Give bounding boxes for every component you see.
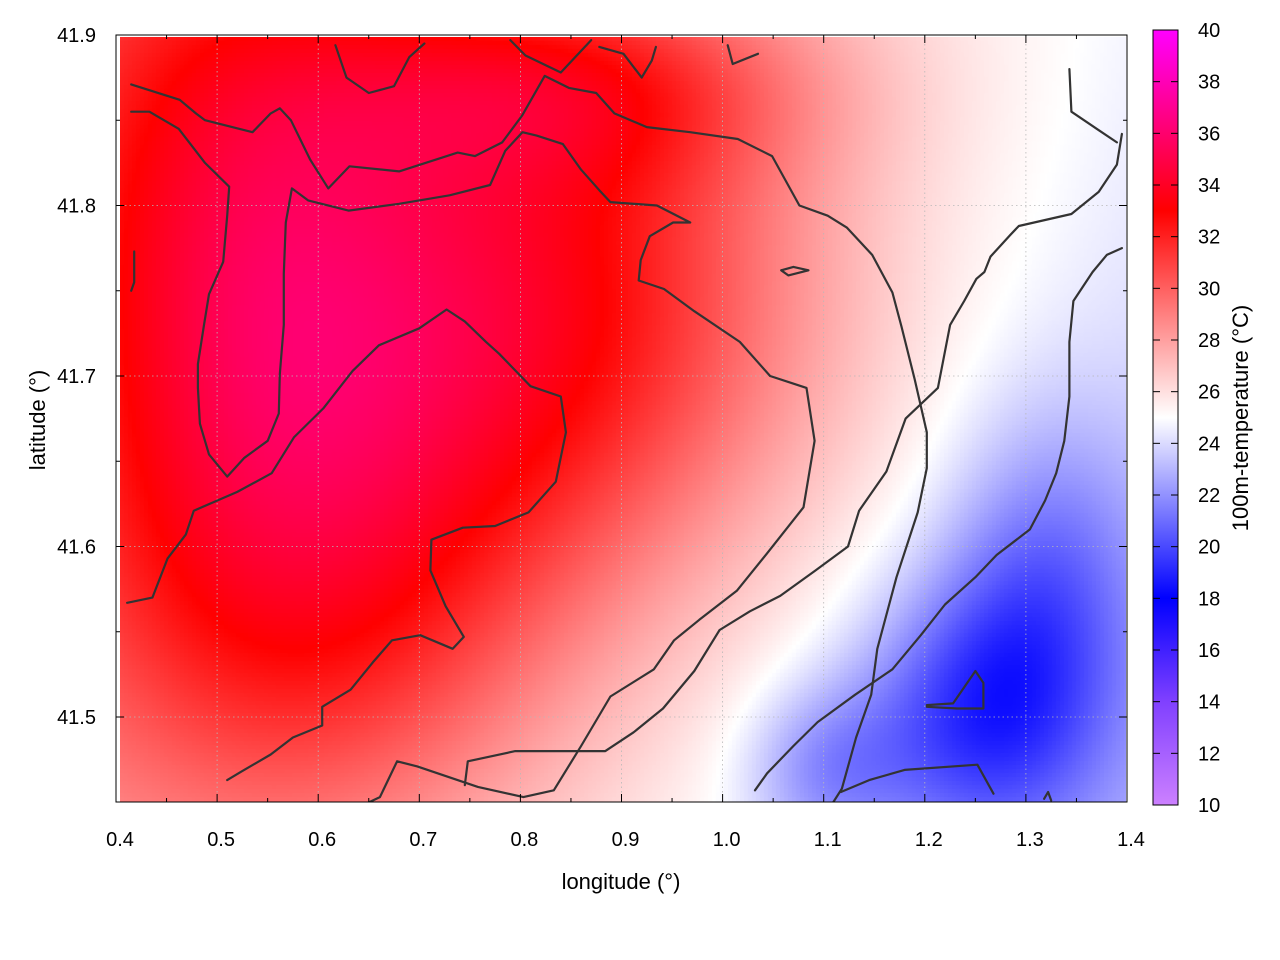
contour-line bbox=[1042, 790, 1053, 802]
colorbar-title: 100m-temperature (°C) bbox=[1228, 305, 1253, 531]
temperature-heatmap bbox=[120, 37, 1126, 802]
x-tick-label: 0.9 bbox=[612, 829, 640, 851]
y-tick-label: 41.6 bbox=[57, 537, 96, 559]
colorbar-tick-label: 10 bbox=[1198, 795, 1220, 817]
x-tick-labels: 0.4 0.5 0.6 0.7 0.8 0.9 1.0 1.1 1.2 1.3 1.4 bbox=[106, 829, 1145, 851]
x-tick-label: 1.2 bbox=[915, 829, 943, 851]
colorbar-tick-label: 24 bbox=[1198, 433, 1220, 455]
y-axis-title: latitude (°) bbox=[25, 370, 50, 471]
contour-line bbox=[598, 45, 658, 79]
contour-line bbox=[463, 132, 1124, 787]
colorbar-tick-label: 26 bbox=[1198, 382, 1220, 404]
colorbar-tick-label: 28 bbox=[1198, 330, 1220, 352]
y-tick-label: 41.5 bbox=[57, 707, 96, 729]
contour-line bbox=[753, 247, 1124, 792]
x-tick-label: 1.1 bbox=[814, 829, 842, 851]
x-axis-title: longitude (°) bbox=[562, 869, 681, 894]
colorbar-tick-labels: 10 12 14 16 18 20 22 24 26 28 30 32 34 36 38 40 bbox=[1198, 20, 1220, 817]
x-tick-label: 0.5 bbox=[207, 829, 235, 851]
colorbar-tick-label: 12 bbox=[1198, 743, 1220, 765]
axis-ticks bbox=[115, 34, 1128, 802]
colorbar-tick-label: 32 bbox=[1198, 227, 1220, 249]
colorbar-ticks bbox=[1153, 29, 1178, 806]
y-tick-label: 41.7 bbox=[57, 366, 96, 388]
contour-line bbox=[509, 38, 593, 74]
contour-line bbox=[334, 42, 426, 95]
x-tick-label: 0.7 bbox=[409, 829, 437, 851]
y-tick-label: 41.8 bbox=[57, 196, 96, 218]
colorbar-tick-label: 34 bbox=[1198, 175, 1220, 197]
contour-line bbox=[130, 110, 816, 802]
contour-line bbox=[726, 44, 760, 66]
contour-line bbox=[780, 265, 810, 277]
x-tick-label: 1.4 bbox=[1117, 829, 1145, 851]
colorbar-tick-label: 22 bbox=[1198, 485, 1220, 507]
contour-line bbox=[125, 308, 568, 782]
colorbar-tick-label: 20 bbox=[1198, 537, 1220, 559]
x-tick-label: 1.3 bbox=[1016, 829, 1044, 851]
colorbar-tick-label: 40 bbox=[1198, 20, 1220, 42]
contour-lines bbox=[125, 38, 1124, 802]
x-tick-label: 0.8 bbox=[510, 829, 538, 851]
colorbar-tick-label: 14 bbox=[1198, 692, 1220, 714]
contour-line bbox=[1068, 67, 1119, 144]
y-tick-labels: 41.5 41.6 41.7 41.8 41.9 bbox=[57, 25, 96, 729]
colorbar bbox=[1152, 29, 1179, 806]
x-tick-label: 0.4 bbox=[106, 829, 134, 851]
contour-line bbox=[130, 250, 136, 292]
x-tick-label: 1.0 bbox=[713, 829, 741, 851]
grid bbox=[116, 35, 1127, 802]
contour-line bbox=[839, 763, 995, 795]
colorbar-tick-label: 38 bbox=[1198, 72, 1220, 94]
x-tick-label: 0.6 bbox=[308, 829, 336, 851]
colorbar-tick-label: 16 bbox=[1198, 640, 1220, 662]
colorbar-tick-label: 36 bbox=[1198, 123, 1220, 145]
y-tick-label: 41.9 bbox=[57, 25, 96, 47]
contour-line bbox=[925, 669, 985, 710]
colorbar-tick-label: 30 bbox=[1198, 278, 1220, 300]
contour-line bbox=[130, 74, 928, 802]
colorbar-tick-label: 18 bbox=[1198, 588, 1220, 610]
